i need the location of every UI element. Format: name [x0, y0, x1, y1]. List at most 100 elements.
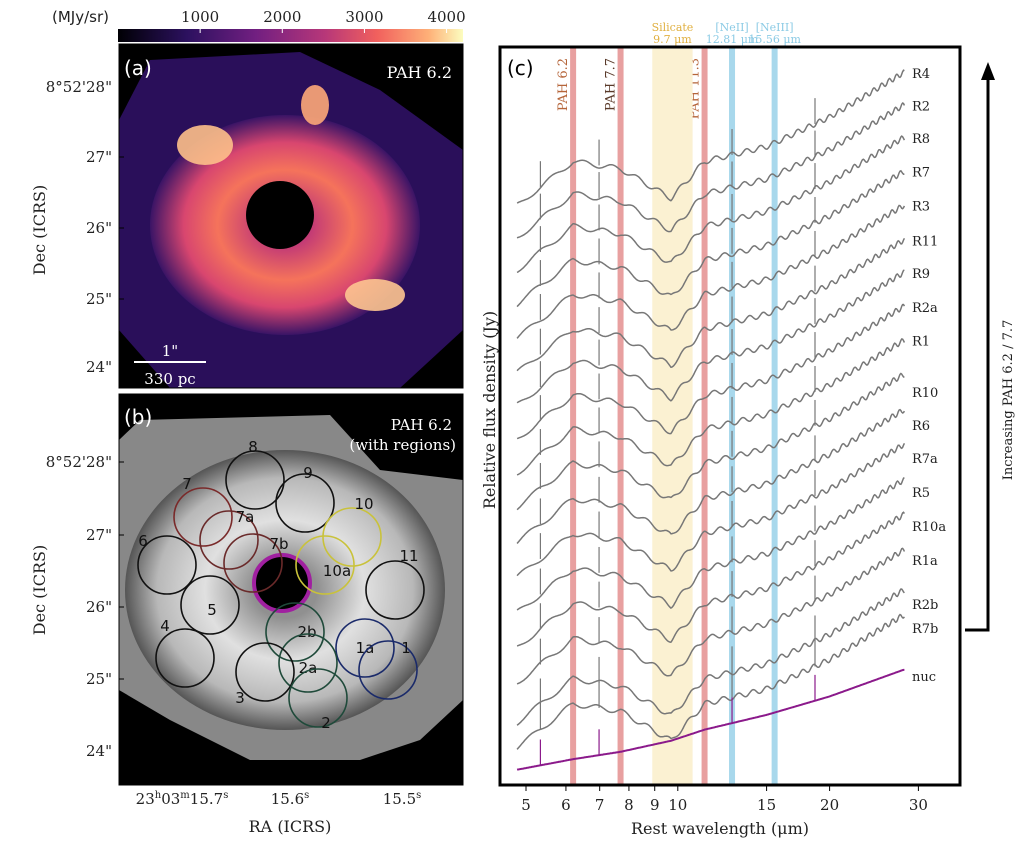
ra-label: RA (ICRS) — [249, 817, 332, 836]
spectrum-R1a — [516, 547, 906, 685]
region-label: 2b — [297, 623, 316, 641]
region-circle-4 — [155, 628, 215, 688]
dec-tick-b: 25" — [86, 670, 112, 688]
dec-label-a: Dec (ICRS) — [30, 185, 49, 275]
spectrum-R3 — [516, 204, 906, 339]
panel-b-tag: (b) — [124, 405, 152, 429]
region-circle-10a — [295, 535, 355, 595]
colorbar-unit: (MJy/sr) — [52, 8, 109, 26]
colorbar-tick-label: 4000 — [427, 8, 465, 26]
feature-line — [570, 48, 577, 784]
region-circle-3 — [235, 642, 295, 702]
spectrum-R1 — [516, 338, 906, 476]
region-circle-11 — [365, 560, 425, 620]
region-label: 10 — [354, 495, 373, 513]
feature-label: [NeIII] — [756, 21, 794, 34]
region-label: 7 — [182, 475, 192, 493]
spectrum-R4 — [516, 69, 905, 204]
x-tick-label: 6 — [561, 796, 571, 814]
panel-a-title: PAH 6.2 — [387, 63, 452, 82]
region-label: 4 — [160, 617, 170, 635]
series-label: R1a — [912, 554, 938, 569]
region-circle-2b — [265, 602, 325, 662]
region-label: 10a — [323, 562, 351, 580]
dec-tick-a: 25" — [86, 290, 112, 308]
colorbar: (MJy/sr) 1000 2000 3000 4000 — [52, 8, 466, 42]
series-label: R6 — [912, 419, 930, 434]
x-tick-label: 15 — [757, 796, 776, 814]
x-tick-label: 20 — [820, 796, 839, 814]
feature-line — [701, 48, 708, 784]
region-label: 3 — [235, 689, 245, 707]
feature-line — [771, 48, 778, 784]
region-circle-7a — [199, 510, 259, 570]
panel-b-title-1: PAH 6.2 — [391, 416, 452, 434]
series-label: R9 — [912, 267, 930, 282]
series-label: R2b — [912, 598, 938, 613]
series-label: R2a — [912, 301, 938, 316]
spectrum-R10a — [516, 511, 906, 647]
series-label: R1 — [912, 335, 930, 350]
spectrum-R2b — [516, 588, 905, 726]
region-label: 6 — [138, 532, 148, 550]
ra-tick-0: 23h03m15.7s — [136, 790, 229, 808]
ra-tick-2: 15.5s — [383, 790, 422, 808]
spectrum-R9 — [516, 269, 905, 404]
colorbar-tick-label: 3000 — [345, 8, 383, 26]
spectrum-R11 — [516, 237, 906, 372]
feature-line — [617, 48, 624, 784]
series-label: R5 — [912, 486, 930, 501]
dec-tick-a: 27" — [86, 148, 112, 166]
colorbar-tick-label: 2000 — [263, 8, 301, 26]
spectrum-R6 — [516, 408, 906, 544]
dec-label-b: Dec (ICRS) — [30, 545, 49, 635]
y-axis-label: Relative flux density (Jy) — [480, 311, 499, 509]
spectrum-R7 — [516, 169, 905, 308]
feature-label: [NeII] — [715, 21, 748, 34]
series-label: R4 — [912, 67, 930, 82]
series-label: R7 — [912, 166, 930, 181]
panel-b-frame — [118, 393, 464, 786]
spectrum-R2 — [516, 102, 906, 239]
region-label: 7b — [269, 535, 288, 553]
scale-bar-arcsec: 1" — [162, 342, 178, 360]
dec-tick-b: 26" — [86, 598, 112, 616]
ra-tick-1: 15.6s — [271, 790, 310, 808]
series-label: R7b — [912, 622, 938, 637]
series-label: nuc — [912, 670, 936, 685]
panel-a-tag: (a) — [124, 56, 152, 80]
spectra: R4 R2 R8 R7 R3 R11 R9 R2a R1 R10 R6 R7a R5 R10a R1a R2b… — [516, 67, 946, 771]
scale-bar-pc: 330 pc — [144, 370, 195, 388]
dec-tick-b: 24" — [86, 742, 112, 760]
region-label: 11 — [399, 547, 418, 565]
spectrum-R10 — [516, 372, 905, 511]
panel-a-frame — [118, 43, 464, 389]
series-label: R8 — [912, 132, 930, 147]
region-circle-2 — [288, 668, 348, 728]
x-tick-label: 7 — [595, 796, 605, 814]
panel-c-frame — [498, 45, 962, 787]
region-label: 9 — [303, 464, 313, 482]
feature-label: Silicate — [652, 21, 694, 34]
feature-sublabel: 15.56 μm — [748, 33, 801, 46]
region-label: 8 — [248, 438, 258, 456]
x-tick-label: 8 — [624, 796, 634, 814]
spectrum-nuc — [516, 668, 905, 771]
region-circle-5 — [180, 575, 240, 635]
region-label: 2 — [321, 714, 331, 732]
region-circle-2a — [278, 633, 338, 693]
region-circle-7b — [223, 533, 283, 593]
spectrum-R7b — [516, 613, 905, 750]
spectrum-R8 — [516, 135, 906, 274]
spectrum-R2a — [516, 303, 906, 440]
feature-sublabel: 12.81 μm — [706, 33, 759, 46]
region-circle-7 — [173, 487, 233, 547]
panel-a-map — [119, 44, 463, 388]
x-axis-label: Rest wavelength (μm) — [631, 819, 809, 838]
series-label: R10 — [912, 386, 938, 401]
feature-sublabel: 9.7 μm — [653, 33, 692, 46]
region-circle-9 — [275, 473, 335, 533]
region-circle-1a — [335, 618, 395, 678]
feature-label: PAH 7.7 — [604, 58, 619, 111]
